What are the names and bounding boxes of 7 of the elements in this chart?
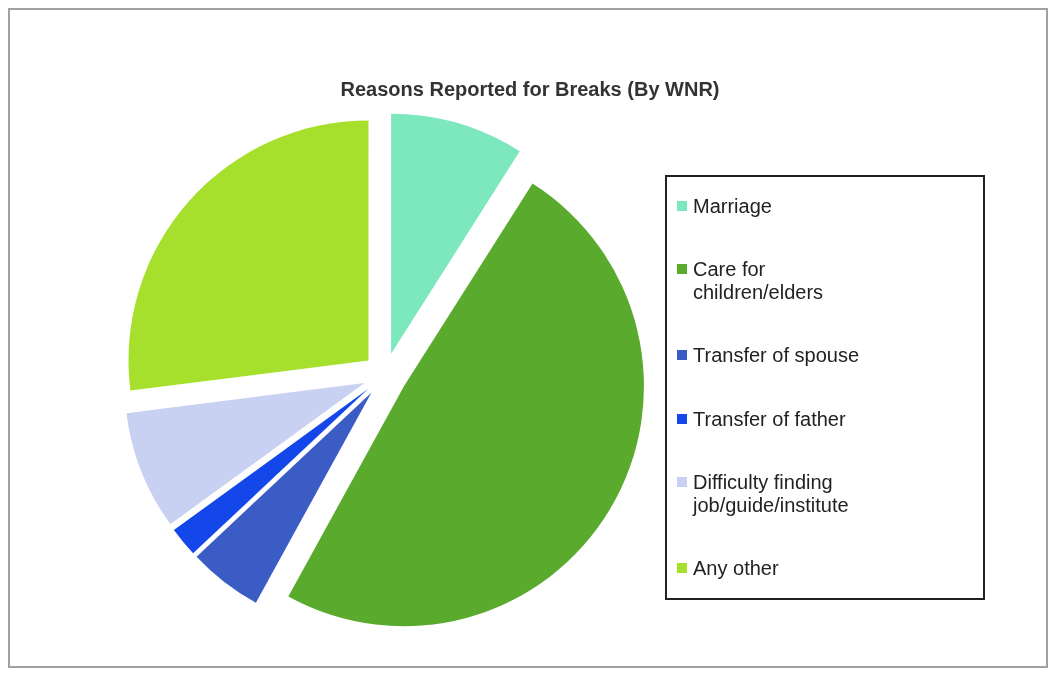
legend-label: Transfer of father — [693, 407, 847, 431]
chart-title: Reasons Reported for Breaks (By WNR) — [339, 78, 721, 101]
legend-label: Any other — [693, 556, 780, 580]
legend-label: Transfer of spouse — [693, 344, 860, 368]
legend-label: Marriage — [693, 195, 773, 218]
legend-label: Care for children/elders — [693, 258, 825, 305]
legend-label: Difficulty finding job/guide/institute — [693, 470, 850, 517]
